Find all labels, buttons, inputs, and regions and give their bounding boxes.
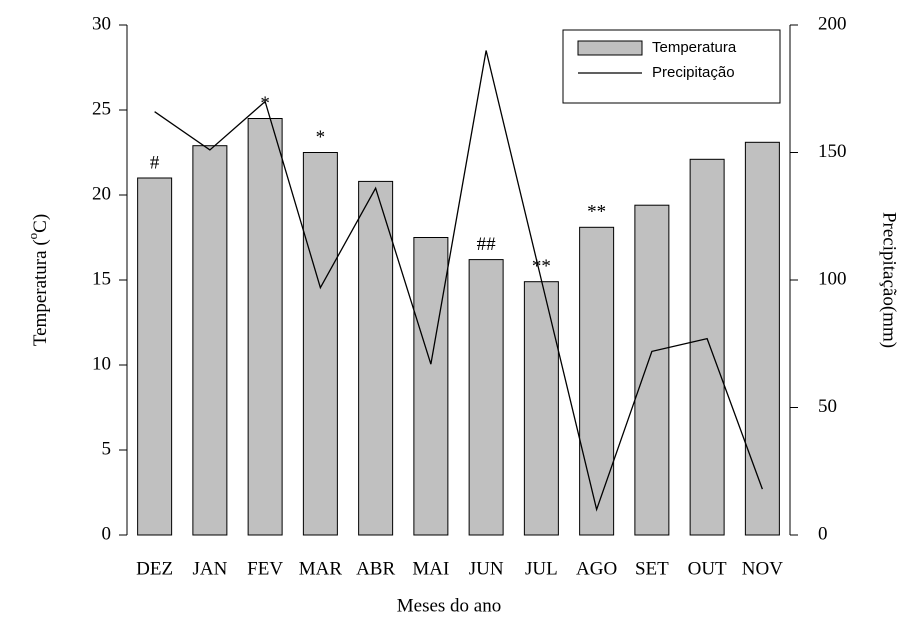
bar bbox=[579, 226, 615, 536]
y-tick-label: 25 bbox=[92, 98, 111, 119]
x-tick-label: SET bbox=[635, 558, 669, 579]
line bbox=[154, 50, 763, 512]
y-tick-label: 0 bbox=[102, 523, 112, 544]
y-tick-label: 15 bbox=[92, 268, 111, 289]
y-tick-label: 5 bbox=[102, 438, 112, 459]
y-tick-label: 20 bbox=[92, 183, 111, 204]
x-tick-label: MAI bbox=[412, 558, 449, 579]
bar bbox=[523, 281, 559, 536]
y2-tick-label: 0 bbox=[818, 523, 828, 544]
bar bbox=[302, 152, 338, 536]
x-tick-label: JUL bbox=[525, 558, 558, 579]
bar bbox=[689, 158, 725, 536]
bar bbox=[413, 237, 449, 536]
bar bbox=[468, 259, 504, 536]
y-label-sup: o bbox=[25, 233, 40, 240]
bar bbox=[137, 177, 173, 536]
x-axis-label: Meses do ano bbox=[397, 595, 501, 616]
y2-axis-label: Precipitação(mm) bbox=[879, 212, 900, 348]
y2-tick-label: 50 bbox=[818, 396, 837, 417]
bar bbox=[247, 118, 283, 536]
bar bbox=[192, 145, 228, 536]
y-tick-label: 30 bbox=[92, 13, 111, 34]
y-tick-label: 10 bbox=[92, 353, 111, 374]
x-tick-label: DEZ bbox=[136, 558, 173, 579]
bar bbox=[634, 204, 670, 536]
legend-swatch bbox=[577, 40, 643, 56]
x-tick-label: ABR bbox=[356, 558, 395, 579]
marker-label: # bbox=[150, 152, 160, 173]
y-label-text: Temperatura ( bbox=[30, 239, 51, 346]
x-tick-label: JUN bbox=[469, 558, 504, 579]
x-tick-label: MAR bbox=[299, 558, 343, 579]
marker-label: ** bbox=[587, 202, 606, 223]
y-label-after: C) bbox=[30, 214, 51, 233]
marker-label: ## bbox=[477, 234, 497, 255]
y-axis-label: Temperatura (oC) bbox=[25, 214, 51, 346]
legend-label: Temperatura bbox=[652, 39, 737, 56]
marker-label: * bbox=[260, 93, 270, 114]
x-tick-label: JAN bbox=[192, 558, 227, 579]
x-tick-label: NOV bbox=[742, 558, 783, 579]
x-tick-label: OUT bbox=[688, 558, 727, 579]
bar bbox=[358, 180, 394, 536]
x-tick-label: AGO bbox=[576, 558, 617, 579]
legend-label: Precipitação bbox=[652, 64, 735, 81]
y2-tick-label: 100 bbox=[818, 268, 847, 289]
y2-tick-label: 150 bbox=[818, 141, 847, 162]
bar bbox=[744, 141, 780, 536]
marker-label: ** bbox=[532, 256, 551, 277]
x-tick-label: FEV bbox=[247, 558, 283, 579]
y2-tick-label: 200 bbox=[818, 13, 847, 34]
marker-label: * bbox=[316, 127, 326, 148]
